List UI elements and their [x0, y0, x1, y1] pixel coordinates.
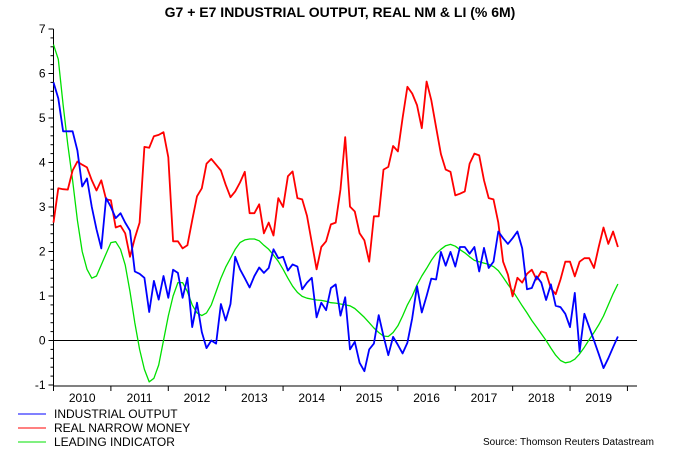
- legend-label: INDUSTRIAL OUTPUT: [54, 407, 178, 421]
- x-tick-label: 2016: [413, 391, 440, 405]
- x-tick-label: 2012: [184, 391, 211, 405]
- x-tick-label: 2014: [298, 391, 325, 405]
- y-tick-label: 0: [39, 334, 46, 348]
- series-line-real-narrow-money: [52, 80, 619, 298]
- y-tick-label: 5: [39, 111, 46, 125]
- legend-label: REAL NARROW MONEY: [54, 421, 190, 435]
- series-line-industrial-output: [52, 82, 619, 373]
- y-tick-label: 6: [39, 67, 46, 81]
- x-tick-label: 2015: [356, 391, 383, 405]
- x-tick-label: 2010: [69, 391, 96, 405]
- series-line-leading-indicator: [52, 44, 619, 383]
- y-tick-label: 2: [39, 245, 46, 259]
- y-tick-label: 3: [39, 200, 46, 214]
- y-tick-label: 7: [39, 22, 46, 36]
- x-tick-label: 2017: [471, 391, 498, 405]
- y-tick-label: 4: [39, 156, 46, 170]
- series-group: [52, 44, 619, 383]
- axes: -1 0 1 2 3 4 5 6 7 2010 2011 2012 2013 2014 2015 2016 20…: [35, 22, 637, 405]
- source-note: Source: Thomson Reuters Datastream: [483, 437, 654, 448]
- x-tick-label: 2019: [585, 391, 612, 405]
- y-tick-label: -1: [35, 378, 46, 392]
- x-tick-label: 2013: [241, 391, 268, 405]
- chart-title: G7 + E7 INDUSTRIAL OUTPUT, REAL NM & LI …: [165, 4, 516, 20]
- legend-label: LEADING INDICATOR: [54, 435, 175, 449]
- y-tick-label: 1: [39, 289, 46, 303]
- x-tick-label: 2011: [127, 391, 153, 405]
- x-tick-label: 2018: [528, 391, 555, 405]
